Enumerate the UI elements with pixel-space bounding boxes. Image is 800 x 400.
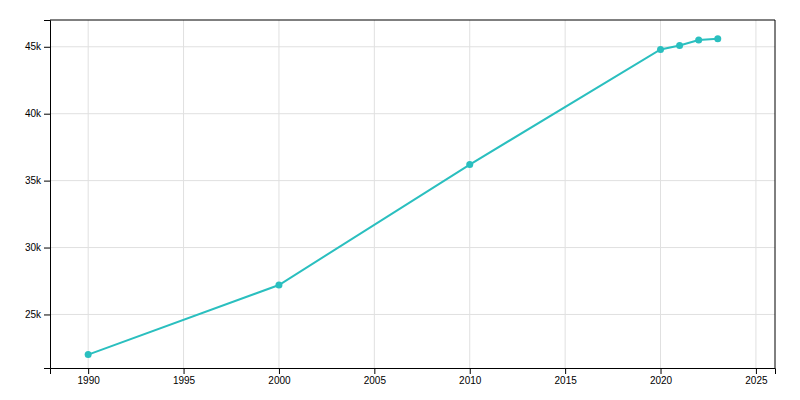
tick-mark xyxy=(44,248,50,249)
axis-line xyxy=(44,21,51,369)
grid-line xyxy=(50,180,775,181)
tick-mark xyxy=(44,114,50,115)
grid-line xyxy=(50,247,775,248)
tick: 45k xyxy=(25,41,50,52)
tick-label: 35k xyxy=(25,175,42,186)
tick-label: 1995 xyxy=(173,375,196,386)
line xyxy=(88,39,718,355)
plot: 1990 1995 2000 2005 2010 2015 2020 2025 25k 30k 35… xyxy=(25,20,776,386)
grid-line xyxy=(374,20,375,368)
tick-label: 2015 xyxy=(555,375,578,386)
grid-line xyxy=(469,20,470,368)
point xyxy=(275,282,282,289)
point xyxy=(85,351,92,358)
point xyxy=(695,37,702,44)
y-axis: 25k 30k 35k 40k 45k xyxy=(25,21,51,369)
tick-label: 2010 xyxy=(459,375,482,386)
tick: 40k xyxy=(25,108,50,119)
tick-label: 30k xyxy=(25,242,42,253)
tick: 1990 xyxy=(78,368,101,386)
tick: 30k xyxy=(25,242,50,253)
tick-mark xyxy=(279,368,280,374)
tick-mark xyxy=(374,368,375,374)
point xyxy=(714,35,721,42)
grid-line xyxy=(565,20,566,368)
tick-label: 2000 xyxy=(268,375,291,386)
grid xyxy=(50,20,775,368)
tick: 2000 xyxy=(268,368,291,386)
point xyxy=(676,42,683,49)
grid-line xyxy=(660,20,661,368)
tick-mark xyxy=(44,314,50,315)
tick-label: 2020 xyxy=(650,375,673,386)
grid-line xyxy=(50,113,775,114)
tick-mark xyxy=(44,181,50,182)
grid-line xyxy=(50,314,775,315)
grid-line xyxy=(88,20,89,368)
tick: 2020 xyxy=(650,368,673,386)
tick: 1995 xyxy=(173,368,196,386)
tick-label: 1990 xyxy=(78,375,101,386)
tick-mark xyxy=(88,368,89,374)
tick-mark xyxy=(756,368,757,374)
tick-mark xyxy=(565,368,566,374)
grid-line xyxy=(755,20,756,368)
grid-line xyxy=(50,46,775,47)
tick-label: 40k xyxy=(25,108,42,119)
tick-mark xyxy=(184,368,185,374)
grid-line xyxy=(278,20,279,368)
tick: 2015 xyxy=(555,368,578,386)
tick-label: 2005 xyxy=(364,375,387,386)
tick-mark xyxy=(661,368,662,374)
tick: 2005 xyxy=(364,368,387,386)
tick: 2010 xyxy=(459,368,482,386)
tick: 2025 xyxy=(745,368,768,386)
tick-label: 45k xyxy=(25,41,42,52)
tick-mark xyxy=(44,47,50,48)
axis-line xyxy=(51,369,776,375)
frame xyxy=(775,20,776,368)
frame xyxy=(50,20,775,21)
point xyxy=(466,161,473,168)
tick-mark xyxy=(470,368,471,374)
tick-label: 25k xyxy=(25,309,42,320)
x-axis: 1990 1995 2000 2005 2010 2015 2020 2025 xyxy=(51,368,776,386)
tick: 25k xyxy=(25,309,50,320)
tick-label: 2025 xyxy=(745,375,768,386)
chart: 1990 1995 2000 2005 2010 2015 2020 2025 25k 30k 35… xyxy=(0,0,800,400)
grid-line xyxy=(183,20,184,368)
marks xyxy=(85,35,722,358)
point xyxy=(657,46,664,53)
tick: 35k xyxy=(25,175,50,186)
